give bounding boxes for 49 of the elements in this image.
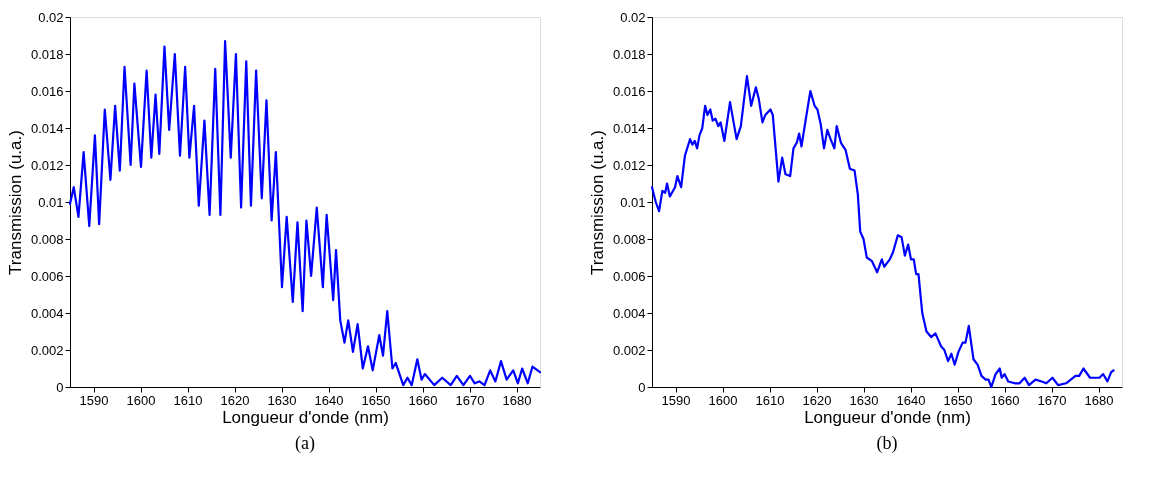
y-tick-label: 0.006 xyxy=(30,268,64,284)
y-tick-label: 0.004 xyxy=(30,305,64,321)
y-tick-label: 0.008 xyxy=(30,231,64,247)
y-tick-label: 0 xyxy=(56,379,64,395)
y-tick-label: 0.014 xyxy=(30,120,64,136)
y-tick-label: 0.012 xyxy=(612,157,646,173)
y-tick-label: 0.02 xyxy=(38,9,64,25)
y-tick-label: 0.01 xyxy=(620,194,646,210)
y-tick-label: 0.002 xyxy=(30,342,64,358)
x-tick-label: 1640 xyxy=(314,392,344,408)
x-tick-label: 1590 xyxy=(79,392,109,408)
x-tick-label: 1670 xyxy=(1037,392,1067,408)
y-tick-label: 0.014 xyxy=(612,120,646,136)
y-tick-label: 0.018 xyxy=(612,46,646,62)
x-axis-title: Longueur d'onde (nm) xyxy=(222,407,389,427)
y-tick-label: 0.002 xyxy=(612,342,646,358)
y-axis-title: Transmission (u.a.) xyxy=(5,130,25,275)
y-tick-label: 0.01 xyxy=(38,194,64,210)
x-axis-title: Longueur d'onde (nm) xyxy=(804,407,971,427)
x-tick-label: 1620 xyxy=(220,392,250,408)
text: (b) xyxy=(876,433,898,454)
y-tick-label: 0.016 xyxy=(30,83,64,99)
x-tick-label: 1620 xyxy=(802,392,832,408)
x-tick-label: 1610 xyxy=(173,392,203,408)
x-tick-label: 1630 xyxy=(849,392,879,408)
x-tick-label: 1600 xyxy=(126,392,156,408)
x-tick-label: 1680 xyxy=(1084,392,1114,408)
x-tick-label: 1660 xyxy=(408,392,438,408)
x-tick-label: 1660 xyxy=(990,392,1020,408)
x-tick-label: 1610 xyxy=(755,392,785,408)
y-tick-label: 0.004 xyxy=(612,305,646,321)
x-tick-label: 1590 xyxy=(661,392,691,408)
y-tick-label: 0.02 xyxy=(620,9,646,25)
y-tick-label: 0.008 xyxy=(612,231,646,247)
x-tick-label: 1650 xyxy=(361,392,391,408)
x-tick-label: 1670 xyxy=(455,392,485,408)
line-series xyxy=(650,75,1115,389)
y-tick-label: 0 xyxy=(638,379,646,395)
x-tick-label: 1630 xyxy=(267,392,297,408)
y-tick-label: 0.018 xyxy=(30,46,64,62)
y-tick-label: 0.016 xyxy=(612,83,646,99)
y-tick-label: 0.006 xyxy=(612,268,646,284)
y-tick-label: 0.012 xyxy=(30,157,64,173)
x-tick-label: 1680 xyxy=(502,392,532,408)
x-tick-label: 1640 xyxy=(896,392,926,408)
x-tick-label: 1600 xyxy=(708,392,738,408)
x-tick-label: 1650 xyxy=(943,392,973,408)
y-axis-title: Transmission (u.a.) xyxy=(587,130,607,275)
text: (a) xyxy=(295,433,315,454)
